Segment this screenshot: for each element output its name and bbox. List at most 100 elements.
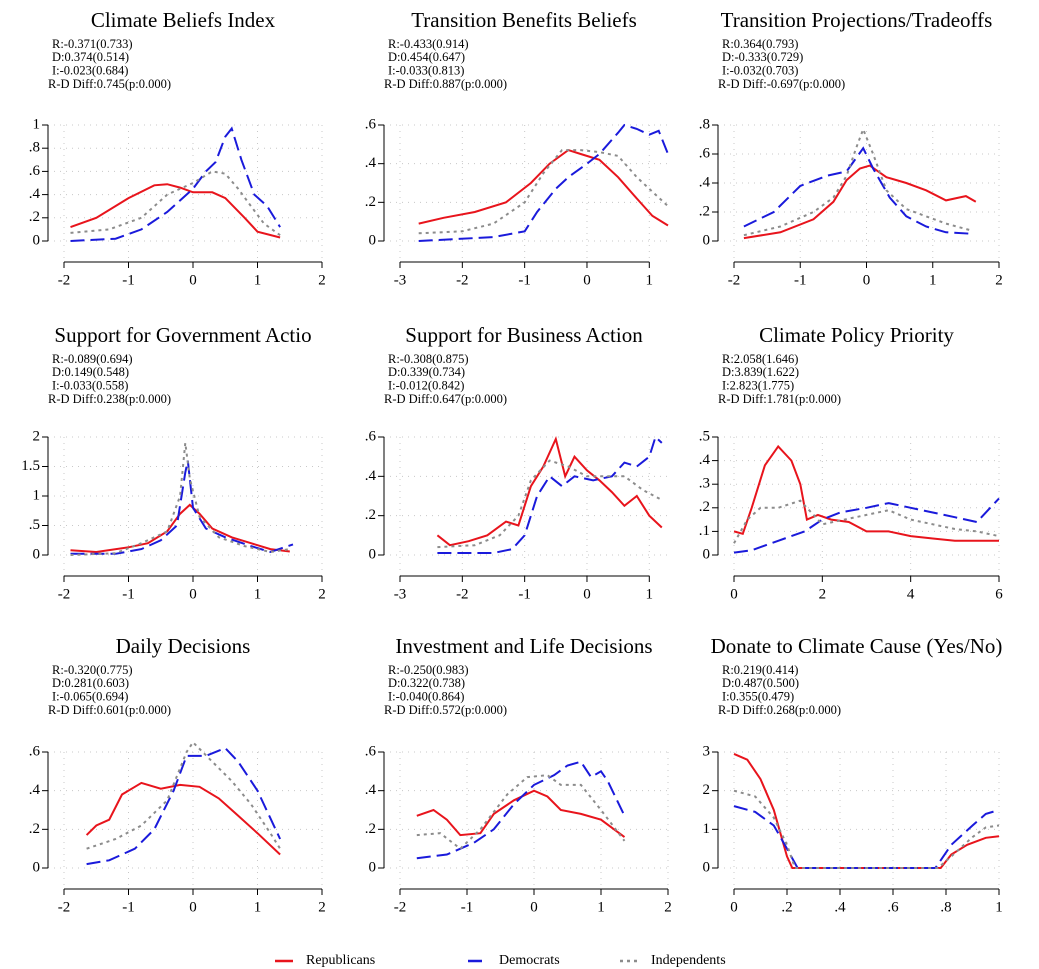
stats-line: R-D Diff:-0.697(p:0.000) — [718, 77, 845, 91]
y-tick-label: .4 — [365, 468, 377, 484]
y-tick-label: 2 — [33, 428, 41, 444]
x-tick-label: -2 — [456, 586, 469, 602]
x-tick-label: -2 — [394, 899, 407, 915]
stats-line: D:0.322(0.738) — [388, 676, 465, 690]
x-tick-label: 0 — [730, 899, 738, 915]
chart-title: Transition Benefits Beliefs — [411, 8, 637, 32]
x-tick-label: -1 — [122, 586, 135, 602]
density-line — [416, 789, 626, 838]
y-tick-label: 0 — [703, 546, 711, 562]
y-tick-label: .5 — [29, 517, 40, 533]
stats-line: I:-0.032(0.703) — [722, 63, 798, 77]
stats-line: I:-0.023(0.684) — [52, 63, 128, 77]
density-line — [733, 444, 999, 542]
x-tick-label: -2 — [58, 586, 71, 602]
stats-line: D:-0.333(0.729) — [722, 50, 803, 64]
chart-title: Investment and Life Decisions — [395, 634, 652, 658]
stats-line: I:-0.012(0.842) — [388, 378, 464, 392]
y-tick-label: .4 — [699, 452, 711, 468]
density-line — [418, 149, 669, 235]
stats-line: R:-0.320(0.775) — [52, 663, 133, 677]
x-tick-label: 2 — [995, 272, 1003, 288]
y-tick-label: 1 — [33, 487, 41, 503]
x-tick-label: 1 — [254, 899, 262, 915]
chart-title: Daily Decisions — [116, 634, 251, 658]
y-tick-label: .6 — [365, 428, 377, 444]
x-tick-label: 1 — [597, 899, 605, 915]
y-tick-label: 0 — [703, 859, 711, 875]
density-line — [416, 760, 626, 860]
x-tick-label: 0 — [530, 899, 538, 915]
density-line — [86, 740, 281, 850]
stats-line: R:0.364(0.793) — [722, 37, 798, 51]
y-tick-label: 0 — [33, 859, 41, 875]
x-tick-label: -2 — [456, 272, 469, 288]
y-tick-label: .8 — [29, 140, 40, 156]
density-line — [733, 497, 1000, 554]
density-line — [733, 805, 1000, 869]
stats-line: R:-0.433(0.914) — [388, 37, 469, 51]
chart-title: Transition Projections/Tradeoffs — [721, 8, 993, 32]
stats-line: R-D Diff:0.238(p:0.000) — [48, 392, 171, 406]
x-tick-label: 0 — [583, 586, 591, 602]
y-tick-label: 2 — [703, 782, 711, 798]
x-tick-label: 0 — [863, 272, 871, 288]
y-tick-label: .6 — [365, 116, 377, 132]
x-tick-label: -3 — [394, 586, 407, 602]
y-tick-label: 0 — [369, 859, 377, 875]
density-line — [70, 126, 281, 242]
y-tick-label: .4 — [699, 174, 711, 190]
stats-line: D:0.339(0.734) — [388, 365, 465, 379]
y-tick-label: .4 — [365, 782, 377, 798]
x-tick-label: 2 — [819, 586, 827, 602]
y-tick-label: 3 — [703, 743, 711, 759]
x-tick-label: 6 — [995, 586, 1003, 602]
legend-label: Independents — [651, 953, 726, 968]
stats-line: I:-0.033(0.813) — [388, 63, 464, 77]
x-tick-label: -3 — [394, 272, 407, 288]
chart-title: Donate to Climate Cause (Yes/No) — [711, 634, 1003, 658]
y-tick-label: .2 — [29, 209, 40, 225]
density-line — [436, 435, 663, 547]
x-tick-label: 0 — [730, 586, 738, 602]
x-tick-label: 2 — [318, 899, 326, 915]
density-line — [86, 746, 282, 866]
y-tick-label: 0 — [33, 546, 41, 562]
x-tick-label: 0 — [189, 272, 197, 288]
density-line — [416, 774, 626, 851]
y-tick-label: .1 — [699, 523, 710, 539]
x-tick-label: 4 — [907, 586, 915, 602]
stats-line: I:-0.065(0.694) — [52, 689, 128, 703]
x-tick-label: 0 — [189, 899, 197, 915]
chart-title: Climate Beliefs Index — [91, 8, 276, 32]
stats-line: I:2.823(1.775) — [722, 378, 794, 392]
y-tick-label: .2 — [365, 194, 376, 210]
stats-line: I:-0.040(0.864) — [388, 689, 464, 703]
stats-line: D:0.149(0.548) — [52, 365, 129, 379]
y-tick-label: .2 — [365, 821, 376, 837]
x-tick-label: -1 — [518, 586, 531, 602]
y-tick-label: .3 — [699, 476, 710, 492]
y-tick-label: .2 — [699, 203, 710, 219]
x-tick-label: 1 — [646, 272, 654, 288]
y-tick-label: .4 — [29, 782, 41, 798]
stats-line: R-D Diff:0.647(p:0.000) — [384, 392, 507, 406]
density-line — [70, 183, 281, 239]
density-line — [418, 123, 669, 242]
y-tick-label: .2 — [365, 507, 376, 523]
stats-line: R-D Diff:0.745(p:0.000) — [48, 77, 171, 91]
stats-line: D:3.839(1.622) — [722, 365, 799, 379]
stats-line: R:-0.308(0.875) — [388, 352, 469, 366]
x-tick-label: .4 — [834, 899, 846, 915]
x-tick-label: .8 — [940, 899, 951, 915]
x-tick-label: 0 — [583, 272, 591, 288]
stats-line: R-D Diff:0.601(p:0.000) — [48, 703, 171, 717]
x-tick-label: .6 — [887, 899, 899, 915]
stats-line: R:-0.089(0.694) — [52, 352, 133, 366]
stats-line: R:0.219(0.414) — [722, 663, 798, 677]
density-line — [70, 442, 290, 556]
stats-line: D:0.454(0.647) — [388, 50, 465, 64]
x-tick-label: 2 — [318, 586, 326, 602]
x-tick-label: 1 — [995, 899, 1003, 915]
